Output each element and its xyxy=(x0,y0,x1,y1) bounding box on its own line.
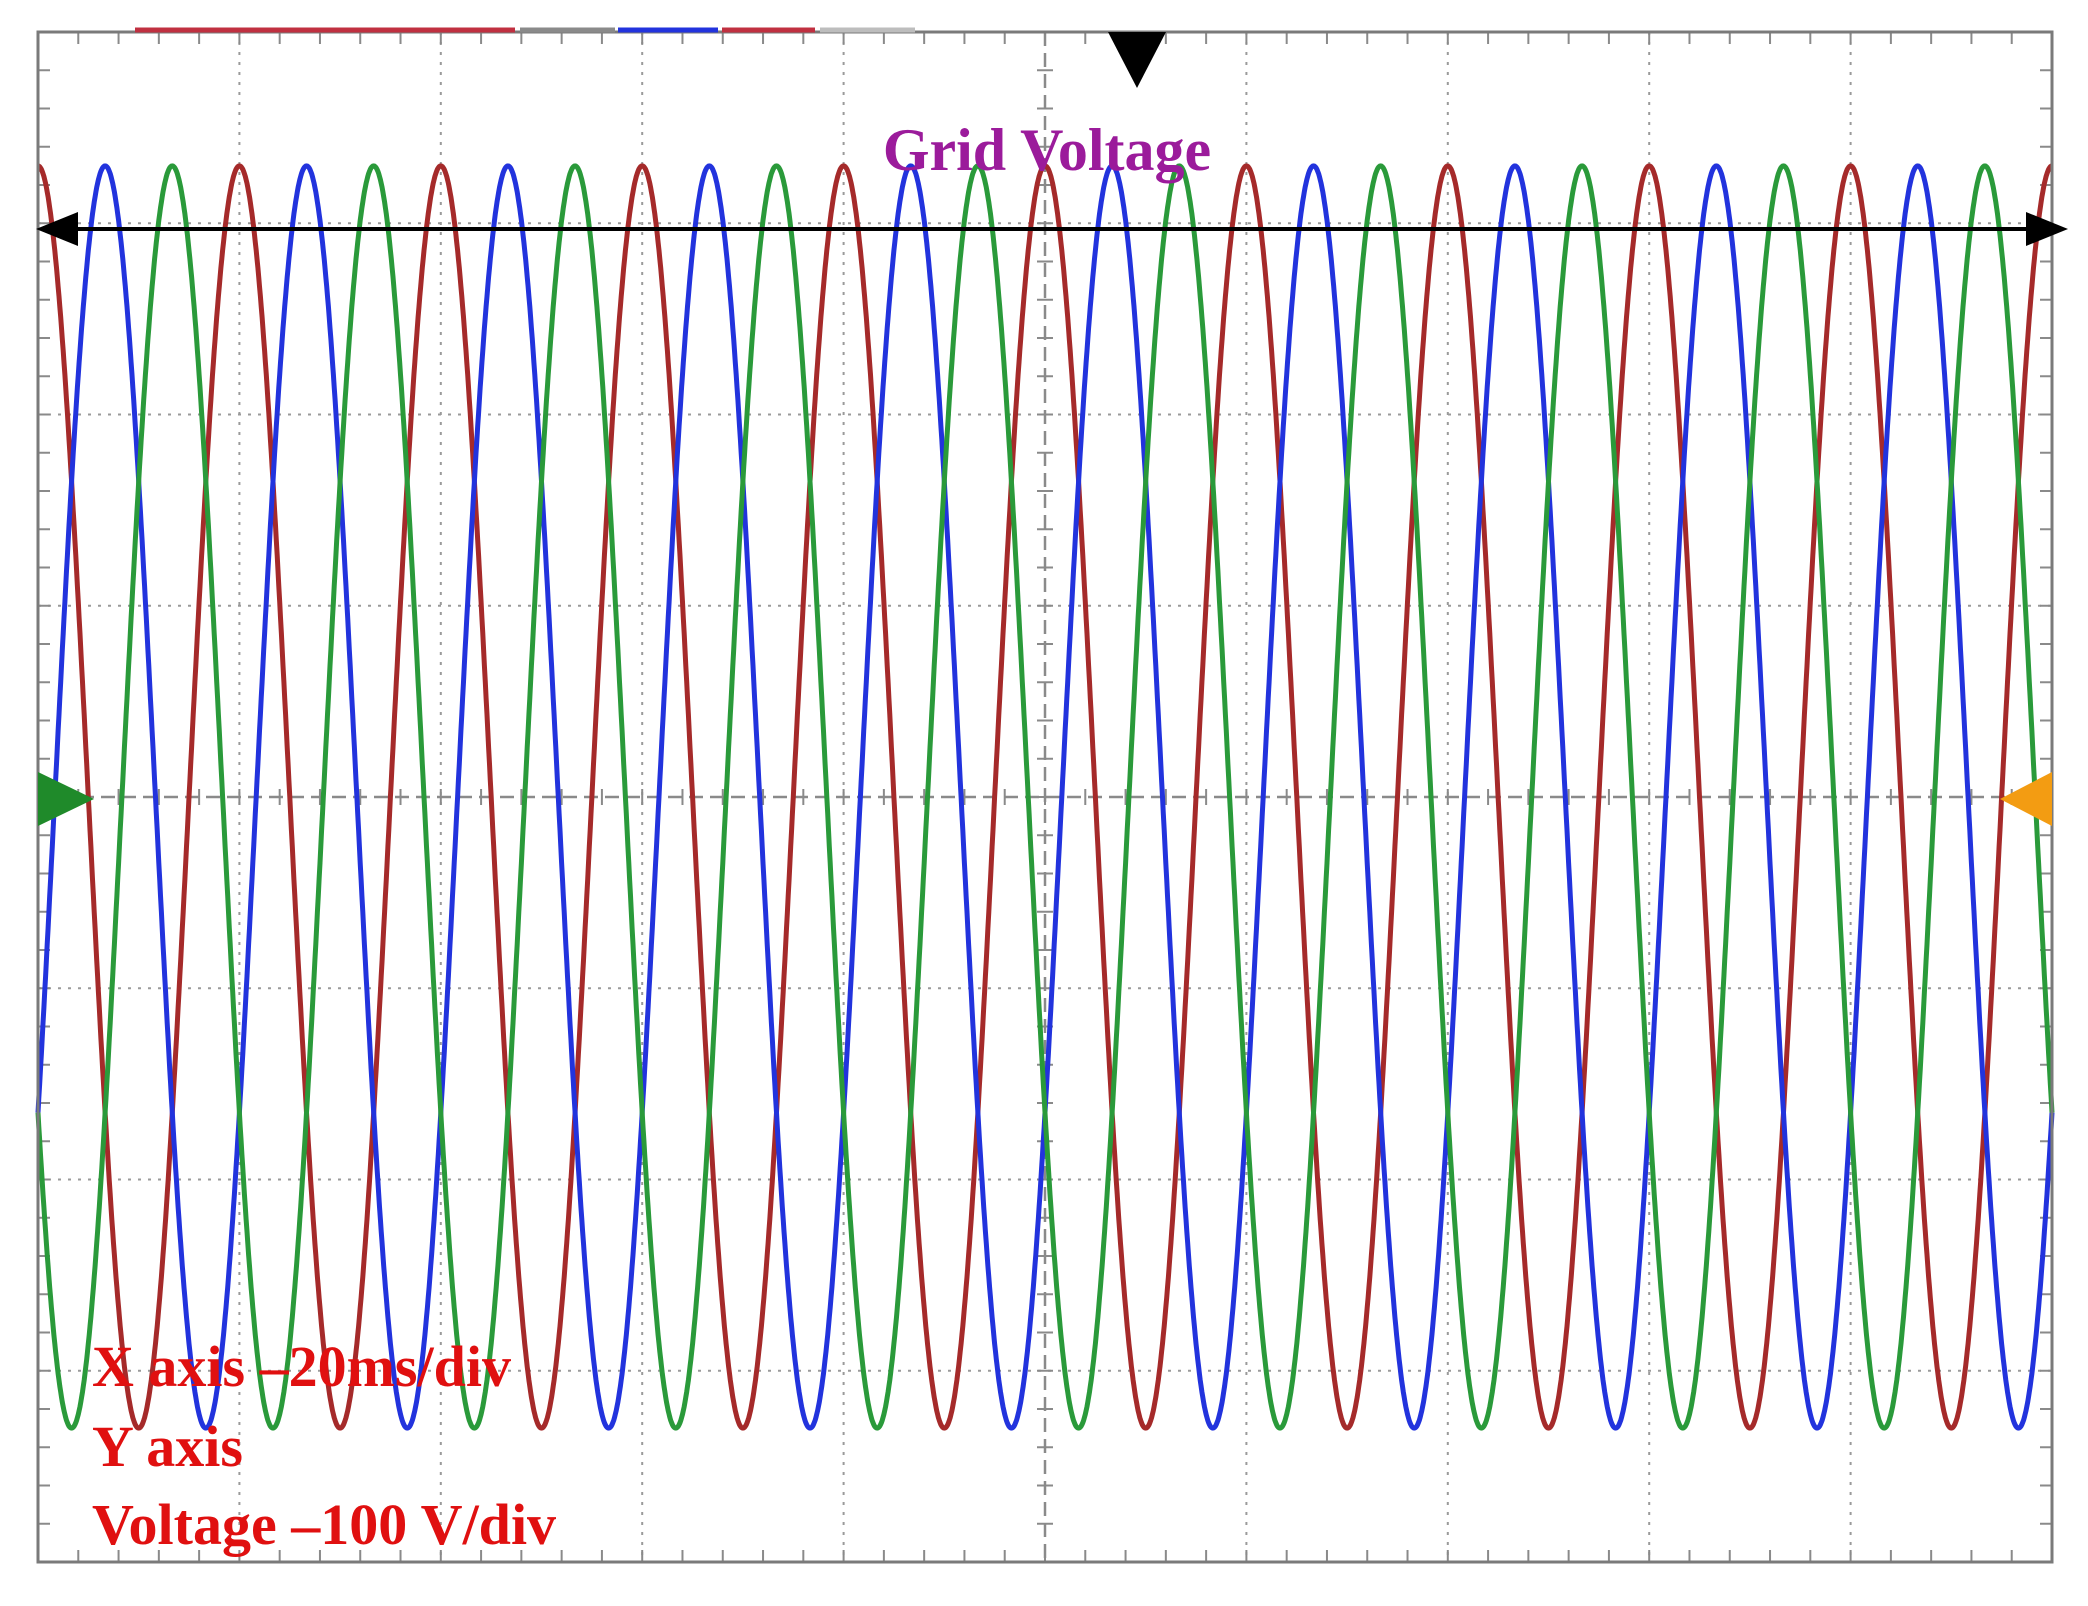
arrowhead-left-icon xyxy=(36,212,78,246)
x-axis-scale-label: X axis –20ms/div xyxy=(92,1334,511,1399)
grid xyxy=(37,31,2053,1563)
voltage-trace-phase-3 xyxy=(35,163,2055,1431)
chart-title: Grid Voltage xyxy=(883,117,1211,183)
ground-marker-right-icon xyxy=(2000,772,2052,826)
ground-marker-left-icon xyxy=(38,772,94,826)
trigger-marker-icon xyxy=(1108,32,1166,88)
voltage-scale-label: Voltage –100 V/div xyxy=(92,1492,556,1557)
span-arrow xyxy=(36,212,2068,246)
y-axis-label: Y axis xyxy=(92,1414,243,1479)
arrowhead-right-icon xyxy=(2026,212,2068,246)
traces xyxy=(35,163,2055,1431)
